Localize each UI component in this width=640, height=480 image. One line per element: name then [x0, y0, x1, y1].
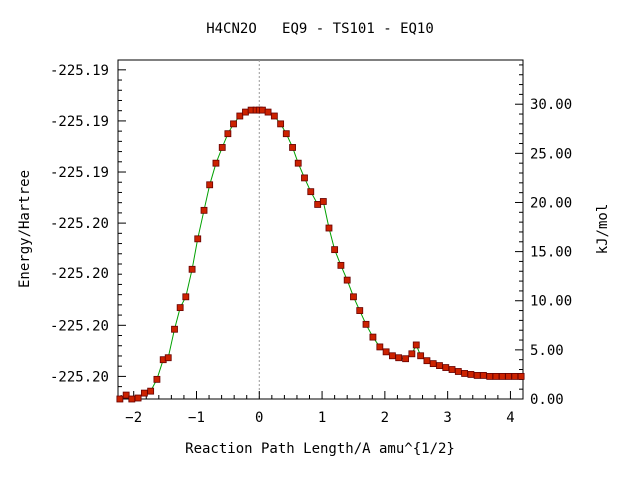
x-tick-label: 3 — [443, 410, 451, 426]
data-point — [473, 372, 481, 379]
right-tick-label: 20.00 — [530, 195, 572, 211]
data-point — [454, 368, 462, 375]
data-point — [511, 372, 519, 380]
data-point — [206, 181, 214, 189]
right-tick-label: 0.00 — [530, 392, 564, 408]
data-point — [218, 144, 226, 151]
data-point — [270, 112, 278, 120]
data-point — [259, 106, 266, 114]
data-point — [356, 307, 364, 314]
data-point — [376, 343, 384, 351]
data-point — [486, 372, 494, 380]
plot-frame — [117, 59, 524, 400]
data-point — [343, 276, 351, 284]
data-point — [395, 354, 403, 362]
data-point — [362, 320, 370, 328]
data-point — [176, 304, 184, 312]
left-tick-label: -225.20 — [50, 216, 109, 232]
right-tick-label: 10.00 — [530, 294, 572, 310]
data-point — [164, 354, 172, 362]
data-point — [182, 293, 190, 301]
data-point — [429, 360, 437, 368]
series-line — [119, 109, 522, 400]
right-tick-label: 30.00 — [530, 97, 572, 113]
data-point — [331, 246, 339, 254]
left-tick-label: -225.20 — [50, 369, 109, 385]
series-group — [116, 106, 525, 403]
data-point — [230, 120, 237, 128]
data-point — [200, 206, 208, 214]
data-point — [236, 112, 244, 120]
data-point — [382, 348, 390, 356]
data-point — [337, 261, 345, 269]
right-tick-label: 5.00 — [530, 343, 564, 359]
data-point — [408, 350, 416, 358]
data-point — [325, 224, 333, 232]
data-point — [212, 159, 220, 167]
data-point — [128, 395, 136, 403]
data-point — [517, 372, 525, 380]
data-point — [436, 362, 443, 369]
x-tick-label: 0 — [255, 410, 263, 426]
data-point — [188, 265, 196, 273]
y-axis-label-right: kJ/mol — [595, 204, 611, 255]
data-point — [294, 159, 302, 167]
data-point — [480, 372, 487, 379]
data-point — [423, 357, 431, 365]
data-point — [224, 130, 232, 138]
left-tick-label: -225.19 — [50, 165, 109, 181]
data-point — [282, 130, 290, 138]
data-point — [350, 293, 357, 301]
data-point — [277, 120, 285, 128]
data-point — [369, 333, 377, 341]
data-point — [448, 366, 456, 373]
data-point — [194, 235, 202, 243]
data-point — [388, 352, 396, 360]
data-point — [319, 198, 327, 205]
data-point — [134, 394, 142, 402]
x-tick-label: 2 — [381, 410, 389, 426]
x-axis-label: Reaction Path Length/A amu^{1/2} — [185, 441, 455, 457]
data-point — [467, 371, 475, 378]
data-point — [498, 372, 506, 380]
data-point — [301, 174, 308, 182]
data-point — [505, 372, 512, 380]
data-point — [122, 391, 130, 399]
data-point — [461, 370, 469, 377]
left-tick-label: -225.20 — [50, 318, 109, 334]
data-point — [153, 375, 161, 383]
data-point — [289, 144, 296, 151]
left-tick-label: -225.19 — [50, 63, 109, 79]
data-point — [116, 395, 124, 403]
left-tick-label: -225.20 — [50, 266, 109, 282]
right-tick-label: 25.00 — [530, 146, 572, 162]
data-point — [412, 341, 420, 349]
x-tick-label: −1 — [188, 410, 205, 426]
axes-group: −2 −1 0 1 2 3 4 0.00 5.00 10.00 15.00 20.00 25.00 30.… — [50, 63, 572, 426]
y-axis-label-left: Energy/Hartree — [17, 170, 33, 288]
data-point — [171, 325, 178, 333]
data-point — [417, 352, 425, 360]
data-point — [314, 201, 322, 208]
right-tick-label: 15.00 — [530, 245, 572, 261]
left-tick-label: -225.19 — [50, 114, 109, 130]
data-point — [264, 108, 272, 116]
x-tick-label: 4 — [506, 410, 514, 426]
data-point — [307, 188, 315, 196]
chart-title: H4CN2O EQ9 - TS101 - EQ10 — [206, 21, 434, 37]
data-point — [442, 364, 450, 371]
data-point — [402, 355, 409, 363]
data-point — [492, 372, 500, 380]
x-tick-label: −2 — [125, 410, 142, 426]
data-point — [140, 389, 148, 397]
data-point — [147, 387, 155, 395]
data-point — [242, 108, 249, 116]
x-tick-label: 1 — [318, 410, 326, 426]
